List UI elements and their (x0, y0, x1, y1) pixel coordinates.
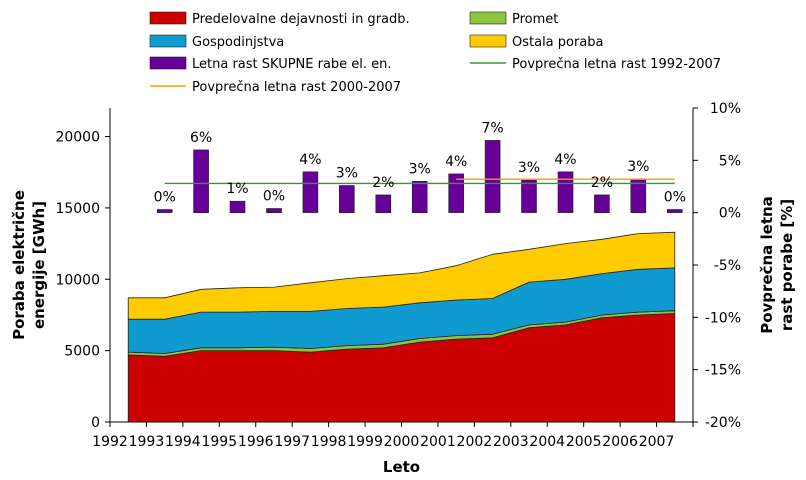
legend-label-4: Letna rast SKUPNE rabe el. en. (192, 57, 392, 72)
y-left-tick-10000: 10000 (55, 272, 100, 288)
y-axis-left-title-line-1: Poraba električne (10, 190, 28, 340)
growth-bar-2002 (484, 140, 501, 213)
y-right-tick-5: 5% (719, 153, 741, 169)
x-tick-2001: 2001 (420, 434, 456, 450)
bar-label-2004: 4% (554, 152, 576, 168)
x-tick-1997: 1997 (274, 434, 310, 450)
growth-bar-2004 (557, 171, 574, 213)
growth-bar-1995 (229, 200, 246, 213)
y-axis-left-title-line-2: energije [GWh] (30, 201, 48, 329)
y-left-tick-0: 0 (91, 415, 100, 431)
legend-label-5: Povprečna letna rast 1992-2007 (512, 57, 721, 72)
y-axis-left-title: Poraba električne energije [GWh] (10, 190, 48, 340)
x-tick-1998: 1998 (311, 434, 347, 450)
y-axis-right-title-line-1: Povprečna letna (758, 196, 776, 334)
bar-label-1993: 0% (154, 190, 176, 206)
y-right-tick-4: 0% (719, 206, 741, 222)
bar-label-2003: 3% (518, 160, 540, 176)
legend-label-3: Ostala poraba (512, 35, 604, 50)
x-tick-2003: 2003 (493, 434, 529, 450)
x-tick-1995: 1995 (201, 434, 237, 450)
x-tick-2007: 2007 (639, 434, 675, 450)
legend-label-2: Gospodinjstva (192, 35, 284, 50)
y-right-tick-6: 10% (710, 101, 741, 117)
bar-label-1998: 3% (336, 166, 358, 182)
legend-swatch-4 (149, 56, 187, 70)
x-tick-1996: 1996 (238, 434, 274, 450)
legend-label-0: Predelovalne dejavnosti in gradb. (192, 12, 410, 27)
y-axis-right-title: Povprečna letna rast porabe [%] (758, 196, 796, 334)
y-left-tick-5000: 5000 (64, 344, 100, 360)
x-tick-2002: 2002 (457, 434, 493, 450)
growth-bar-2003 (521, 179, 537, 213)
x-tick-1993: 1993 (129, 434, 165, 450)
legend-label-1: Promet (512, 12, 558, 27)
chart-legend: Predelovalne dejavnosti in gradb. Promet G… (149, 11, 721, 95)
y-axis-right-title-line-2: rast porabe [%] (778, 199, 796, 331)
x-tick-1992: 1992 (92, 434, 128, 450)
y-right-tick-1: -15% (705, 363, 741, 379)
axes-layer: 0 5000 10000 15000 20000 -20% -15% -10% -5% 0% 5% 1… (55, 101, 741, 450)
y-right-tick-2: -10% (705, 310, 741, 326)
growth-bar-1994 (193, 149, 209, 213)
y-left-tick-20000: 20000 (55, 130, 100, 146)
area-3 (127, 231, 676, 320)
legend-swatch-1 (469, 11, 507, 25)
bar-label-1994: 6% (190, 130, 212, 146)
growth-bar-1993 (156, 209, 173, 213)
x-tick-2005: 2005 (566, 434, 602, 450)
growth-bar-2000 (411, 181, 428, 214)
x-axis-title: Leto (383, 458, 420, 476)
legend-label-6: Povprečna letna rast 2000-2007 (192, 80, 401, 95)
growth-bar-2007 (666, 209, 683, 213)
growth-bar-1998 (338, 185, 355, 214)
bar-label-2000: 3% (409, 161, 431, 177)
growth-bar-1999 (375, 194, 392, 213)
growth-bar-2005 (594, 194, 610, 213)
x-tick-1994: 1994 (165, 434, 201, 450)
legend-swatch-3 (469, 34, 507, 48)
bar-label-2001: 4% (445, 154, 467, 170)
x-tick-2006: 2006 (602, 434, 638, 450)
y-left-tick-15000: 15000 (55, 201, 100, 217)
x-tick-2004: 2004 (529, 434, 565, 450)
growth-bar-2006 (630, 178, 647, 213)
y-right-tick-3: -5% (714, 258, 741, 274)
x-tick-2000: 2000 (384, 434, 420, 450)
average-line-layer (164, 178, 675, 185)
bar-label-2006: 3% (627, 159, 649, 175)
legend-swatch-2 (149, 34, 187, 48)
growth-bar-1997 (302, 171, 319, 213)
bar-label-2007: 0% (664, 190, 686, 206)
growth-bar-1996 (266, 208, 282, 213)
bar-label-1999: 2% (372, 175, 394, 191)
bar-label-1997: 4% (299, 152, 321, 168)
bar-label-2005: 2% (591, 175, 613, 191)
y-right-tick-0: -20% (705, 415, 741, 431)
bar-label-layer: 0% 6% 1% 0% 4% 3% 2% 3% 4% 7% 3% 4% 2% 3% 0% (154, 120, 686, 205)
legend-swatch-0 (149, 11, 187, 25)
bar-label-1996: 0% (263, 189, 285, 205)
bar-label-2002: 7% (481, 120, 503, 136)
bar-label-1995: 1% (226, 181, 248, 197)
x-tick-1999: 1999 (347, 434, 383, 450)
stacked-area-layer (127, 231, 676, 423)
